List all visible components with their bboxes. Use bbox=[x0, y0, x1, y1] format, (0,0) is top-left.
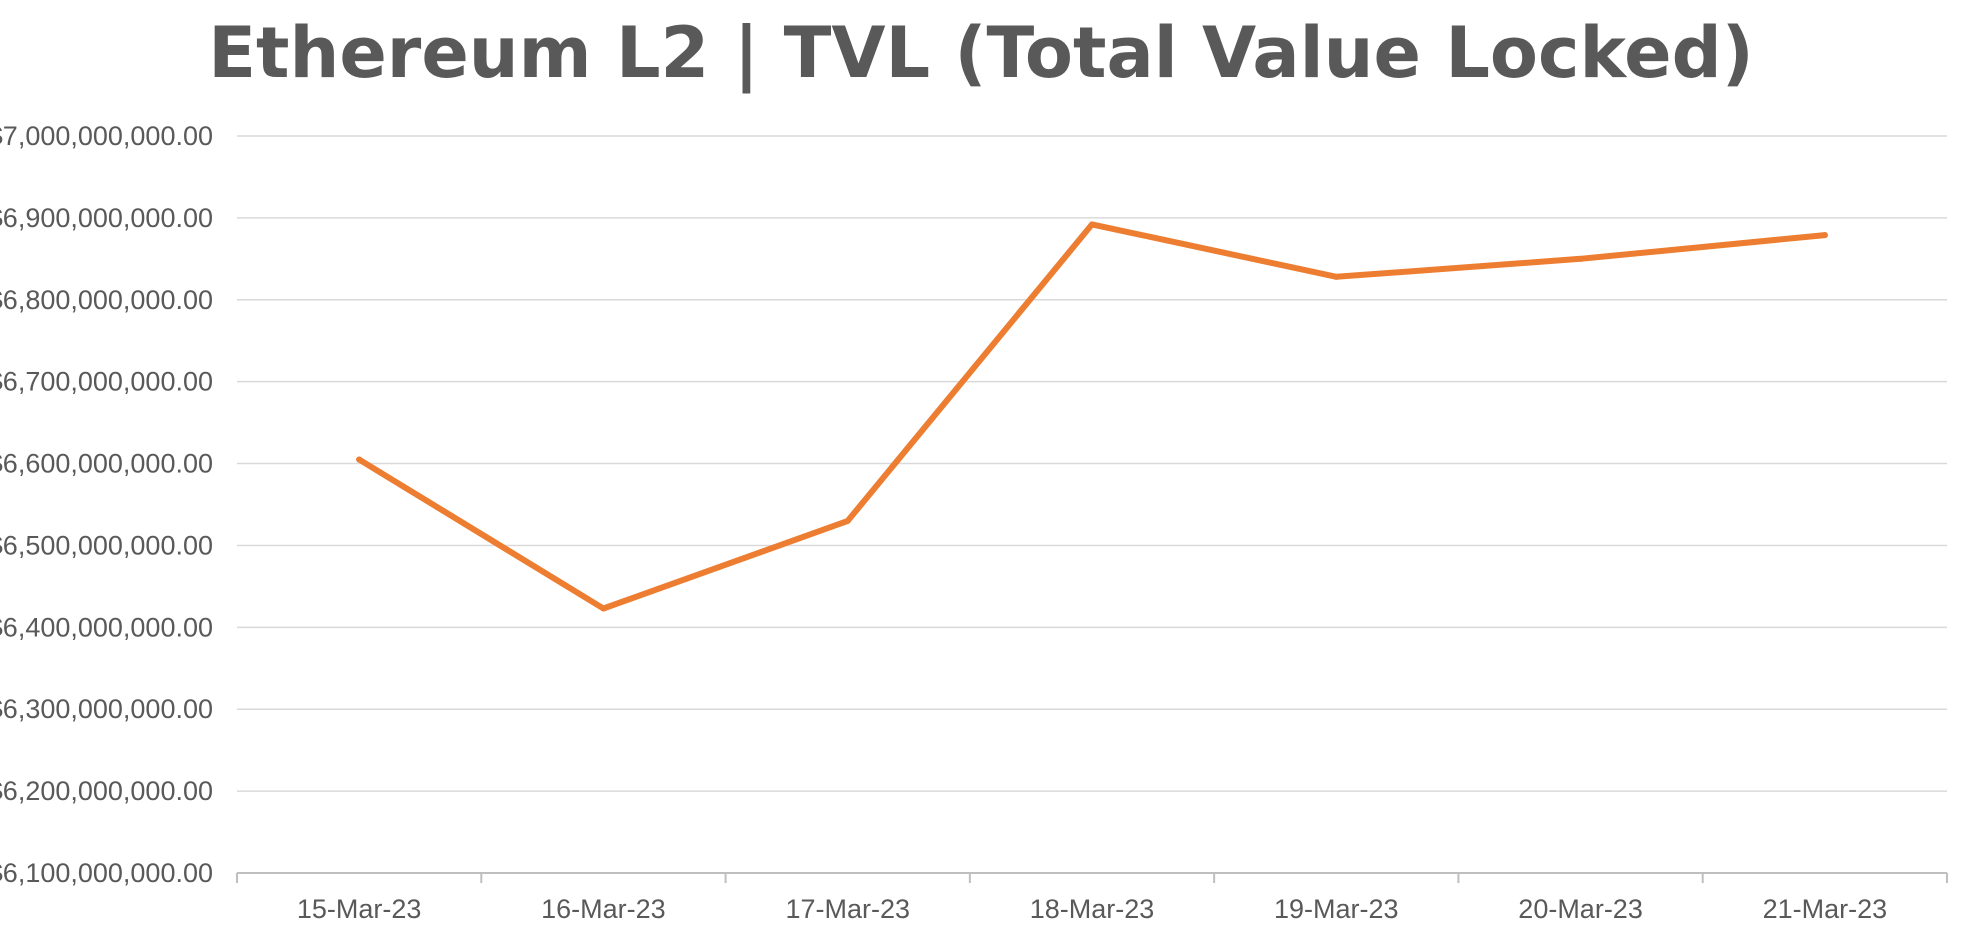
x-tick-label: 18-Mar-23 bbox=[1030, 894, 1155, 924]
series-layer bbox=[356, 221, 1828, 612]
y-tick-label: $6,700,000,000.00 bbox=[0, 367, 213, 397]
y-tick-label: $6,300,000,000.00 bbox=[0, 694, 213, 724]
x-tick-label: 21-Mar-23 bbox=[1763, 894, 1888, 924]
data-point bbox=[356, 456, 363, 463]
data-point bbox=[1821, 232, 1828, 239]
data-point bbox=[1333, 273, 1340, 280]
x-tick-label: 16-Mar-23 bbox=[541, 894, 666, 924]
y-tick-label: $6,800,000,000.00 bbox=[0, 285, 213, 315]
x-tick-label: 17-Mar-23 bbox=[785, 894, 910, 924]
y-tick-label: $6,100,000,000.00 bbox=[0, 858, 213, 888]
y-tick-label: $6,600,000,000.00 bbox=[0, 449, 213, 479]
data-point bbox=[1089, 221, 1095, 228]
chart-title: Ethereum L2 | TVL (Total Value Locked) bbox=[208, 12, 1754, 94]
data-point bbox=[1577, 255, 1584, 262]
gridlines bbox=[237, 135, 1947, 874]
y-tick-label: $6,500,000,000.00 bbox=[0, 530, 213, 560]
y-tick-label: $6,900,000,000.00 bbox=[0, 203, 213, 233]
y-tick-label: $7,000,000,000.00 bbox=[0, 121, 213, 151]
y-axis-labels: $6,100,000,000.00 $6,200,000,000.00 $6,300… bbox=[0, 121, 213, 888]
x-tick-label: 20-Mar-23 bbox=[1518, 894, 1643, 924]
x-tick-label: 15-Mar-23 bbox=[297, 894, 422, 924]
series-line bbox=[356, 221, 1828, 612]
x-tick-label: 19-Mar-23 bbox=[1274, 894, 1399, 924]
data-point bbox=[600, 605, 607, 612]
x-axis: 15-Mar-23 16-Mar-23 17-Mar-23 18-Mar-23 19-M… bbox=[236, 873, 1948, 924]
y-tick-label: $6,200,000,000.00 bbox=[0, 776, 213, 806]
data-point bbox=[844, 517, 851, 524]
y-tick-label: $6,400,000,000.00 bbox=[0, 612, 213, 642]
